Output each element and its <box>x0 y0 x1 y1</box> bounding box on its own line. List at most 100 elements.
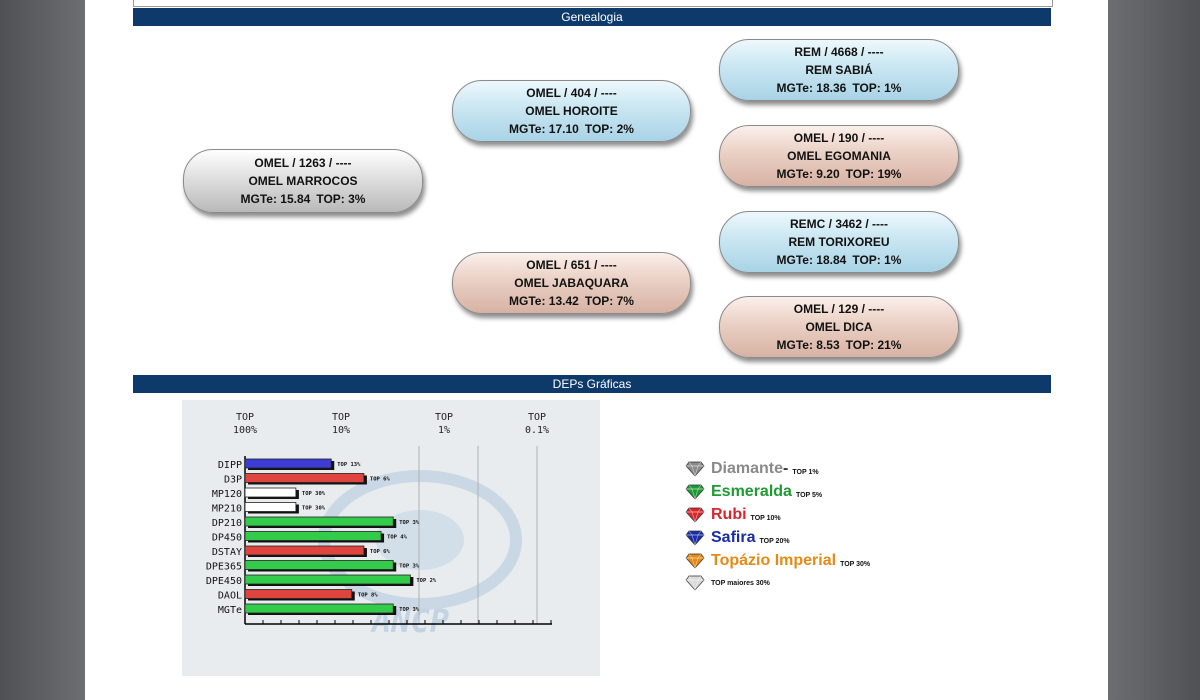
pedigree-great-grandsire-2[interactable]: REMC / 3462 / ---- REM TORIXOREU MGTe: 1… <box>719 211 959 273</box>
deps-graficas-header: DEPs Gráficas <box>133 375 1051 393</box>
legend-item: Diamante - TOP 1% <box>685 460 819 478</box>
bar-value-label: TOP 8% <box>358 593 379 599</box>
bar-category-label: DPE365 <box>206 562 242 573</box>
legend-top-label: TOP 20% <box>759 537 790 545</box>
legend-separator: - <box>783 460 789 477</box>
dep-chart-panel: ANCP TOP 100% TOP 10% TOP 1% TOP 0.1% DIPP TOP 13%… <box>182 400 600 676</box>
bar-category-label: MP120 <box>212 489 242 500</box>
pedigree-grandsire-id: OMEL / 404 / ---- <box>526 86 617 100</box>
bar-value-label: TOP 4% <box>387 535 408 541</box>
pedigree-great-grandsire-1[interactable]: REM / 4668 / ---- REM SABIÁ MGTe: 18.36 T… <box>719 39 959 101</box>
pedigree-granddam-mgte: MGTe: 13.42 <box>509 294 579 308</box>
bar-category-label: DAOL <box>218 591 242 602</box>
pedigree-ggd1-name: OMEL EGOMANIA <box>787 149 891 163</box>
viewer-frame-right <box>1108 0 1200 700</box>
pedigree-grandsire-name: OMEL HOROITE <box>525 104 618 118</box>
pedigree-granddam[interactable]: OMEL / 651 / ---- OMEL JABAQUARA MGTe: 1… <box>452 252 691 314</box>
bar <box>244 473 365 483</box>
bar-category-label: DSTAY <box>212 547 242 558</box>
pedigree-granddam-name: OMEL JABAQUARA <box>514 276 629 290</box>
topaz-gem-icon <box>685 553 705 569</box>
pedigree-grandsire-mgte: MGTe: 17.10 <box>509 122 579 136</box>
x-tick-top: TOP <box>236 412 254 423</box>
x-tick-top: TOP <box>435 412 453 423</box>
legend-top-label: TOP 10% <box>750 514 781 522</box>
bar <box>244 545 365 556</box>
bar <box>244 516 394 527</box>
pedigree-granddam-top: TOP: 7% <box>584 294 634 308</box>
legend-name: Topázio Imperial <box>711 552 837 569</box>
bar <box>244 589 353 599</box>
emerald-gem-icon <box>685 484 705 500</box>
pedigree-grandsire-top: TOP: 2% <box>584 122 634 136</box>
ruby-gem-icon <box>685 507 705 523</box>
pedigree-sire[interactable]: OMEL / 1263 / ---- OMEL MARROCOS MGTe: 1… <box>183 149 423 213</box>
legend-top-label: TOP 1% <box>792 468 819 476</box>
pedigree-ggd2-name: OMEL DICA <box>805 320 873 334</box>
bar-category-label: DPE450 <box>206 576 242 587</box>
bar-category-label: MGTe <box>218 605 242 616</box>
legend-item: Topázio Imperial TOP 30% <box>685 552 870 570</box>
bar-category-label: DIPP <box>218 460 242 471</box>
pedigree-sire-id: OMEL / 1263 / ---- <box>254 156 352 170</box>
white-gem-icon <box>685 575 705 591</box>
legend-item: Esmeralda TOP 5% <box>685 483 822 501</box>
x-tick-pct: 10% <box>332 425 350 436</box>
pedigree-ggs2-id: REMC / 3462 / ---- <box>789 217 888 231</box>
legend-name: Rubi <box>711 506 747 523</box>
pedigree-sire-top: TOP: 3% <box>316 192 366 206</box>
pedigree-ggs2-name: REM TORIXOREU <box>788 235 890 249</box>
pedigree-sire-name: OMEL MARROCOS <box>248 174 358 188</box>
legend-name: Diamante <box>711 460 784 477</box>
legend-item: Safira TOP 20% <box>685 529 790 547</box>
genealogia-header: Genealogia <box>133 8 1051 26</box>
bar <box>244 458 332 469</box>
legend-top-label: TOP maiores 30% <box>711 579 770 587</box>
bar <box>244 502 297 512</box>
pedigree-ggs2-top: TOP: 1% <box>852 253 902 267</box>
bar-value-label: TOP 13% <box>337 462 361 468</box>
bar-value-label: TOP 3% <box>399 607 420 613</box>
bar <box>244 560 394 570</box>
pedigree-ggd1-mgte: MGTe: 9.20 <box>776 167 840 181</box>
pedigree-great-granddam-1[interactable]: OMEL / 190 / ---- OMEL EGOMANIA MGTe: 9.… <box>719 125 959 187</box>
pedigree-great-granddam-2[interactable]: OMEL / 129 / ---- OMEL DICA MGTe: 8.53 TO… <box>719 296 959 358</box>
bar-value-label: TOP 30% <box>302 506 326 512</box>
bar-value-label: TOP 2% <box>416 578 437 584</box>
pedigree-ggs1-id: REM / 4668 / ---- <box>794 45 884 59</box>
bar-value-label: TOP 30% <box>302 491 326 497</box>
viewer-frame-left <box>0 0 85 700</box>
pedigree-grandsire[interactable]: OMEL / 404 / ---- OMEL HOROITE MGTe: 17.… <box>452 80 691 142</box>
pedigree-ggd1-id: OMEL / 190 / ---- <box>793 131 885 145</box>
pedigree-ggd2-mgte: MGTe: 8.53 <box>776 338 840 352</box>
pedigree-ggs1-mgte: MGTe: 18.36 <box>776 81 847 95</box>
bar-category-label: MP210 <box>212 504 242 515</box>
top-panel-edge <box>133 0 1053 7</box>
legend-top-label: TOP 30% <box>840 560 871 568</box>
legend-item: Rubi TOP 10% <box>685 506 781 524</box>
bar <box>244 603 394 614</box>
pedigree-ggd2-id: OMEL / 129 / ---- <box>793 302 885 316</box>
x-tick-pct: 100% <box>233 425 257 436</box>
diamond-gem-icon <box>685 461 705 477</box>
pedigree-ggs2-mgte: MGTe: 18.84 <box>776 253 847 267</box>
x-tick-pct: 0.1% <box>525 425 549 436</box>
bar <box>244 574 411 585</box>
bar <box>244 531 382 541</box>
legend-name: Esmeralda <box>711 483 792 500</box>
pedigree-sire-mgte: MGTe: 15.84 <box>240 192 311 206</box>
sapphire-gem-icon <box>685 530 705 546</box>
pedigree-granddam-id: OMEL / 651 / ---- <box>526 258 617 272</box>
x-tick-top: TOP <box>528 412 546 423</box>
x-tick-top: TOP <box>332 412 350 423</box>
pedigree-ggd1-top: TOP: 19% <box>845 167 902 181</box>
bar-category-label: D3P <box>224 475 242 486</box>
watermark-core <box>376 510 464 570</box>
pedigree-ggs1-top: TOP: 1% <box>852 81 902 95</box>
bar-value-label: TOP 6% <box>370 477 391 483</box>
bar-category-label: DP210 <box>212 518 242 529</box>
bar-category-label: DP450 <box>212 533 242 544</box>
bar <box>244 487 297 498</box>
legend-top-label: TOP 5% <box>795 491 823 499</box>
